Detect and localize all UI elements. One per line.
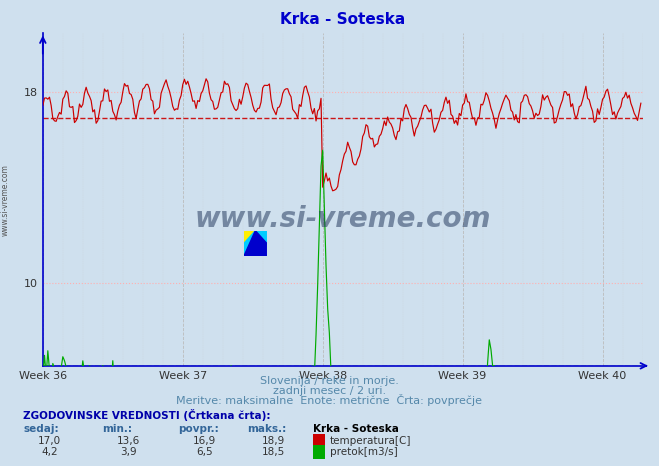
Title: Krka - Soteska: Krka - Soteska — [280, 12, 405, 27]
Text: 18,9: 18,9 — [262, 436, 285, 445]
Text: Meritve: maksimalne  Enote: metrične  Črta: povprečje: Meritve: maksimalne Enote: metrične Črta… — [177, 394, 482, 406]
Text: maks.:: maks.: — [247, 425, 287, 434]
Text: 17,0: 17,0 — [38, 436, 61, 445]
Text: sedaj:: sedaj: — [23, 425, 59, 434]
Text: 3,9: 3,9 — [120, 447, 137, 457]
Text: 4,2: 4,2 — [41, 447, 58, 457]
Text: ZGODOVINSKE VREDNOSTI (Črtkana črta):: ZGODOVINSKE VREDNOSTI (Črtkana črta): — [23, 410, 271, 421]
Text: min.:: min.: — [102, 425, 132, 434]
Text: pretok[m3/s]: pretok[m3/s] — [330, 447, 398, 457]
Text: www.si-vreme.com: www.si-vreme.com — [1, 164, 10, 236]
Text: Slovenija / reke in morje.: Slovenija / reke in morje. — [260, 377, 399, 386]
Text: www.si-vreme.com: www.si-vreme.com — [194, 205, 491, 233]
Text: Krka - Soteska: Krka - Soteska — [313, 425, 399, 434]
Text: zadnji mesec / 2 uri.: zadnji mesec / 2 uri. — [273, 386, 386, 396]
Text: povpr.:: povpr.: — [178, 425, 219, 434]
Text: 6,5: 6,5 — [196, 447, 213, 457]
Polygon shape — [244, 231, 256, 243]
Text: 16,9: 16,9 — [192, 436, 216, 445]
Text: temperatura[C]: temperatura[C] — [330, 436, 412, 445]
Text: 18,5: 18,5 — [262, 447, 285, 457]
Polygon shape — [244, 231, 267, 256]
Text: 13,6: 13,6 — [117, 436, 140, 445]
Polygon shape — [244, 231, 267, 256]
